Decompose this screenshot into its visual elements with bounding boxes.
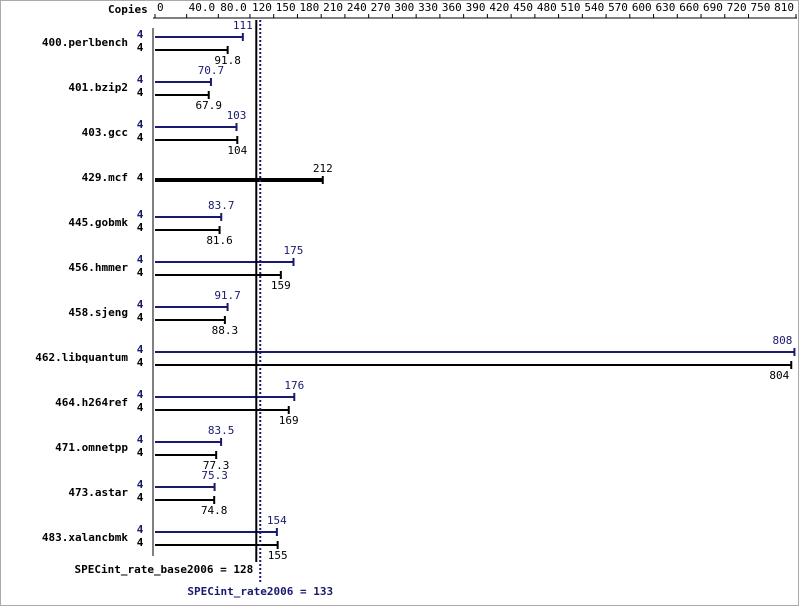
value-label: 81.6	[206, 234, 233, 247]
value-label: 91.8	[214, 54, 241, 67]
category-label: 400.perlbench	[42, 36, 128, 49]
copies-label: 4	[137, 433, 144, 446]
x-tick-label: 540	[584, 1, 604, 14]
copies-label: 4	[137, 298, 144, 311]
value-label: 212	[313, 162, 333, 175]
value-label: 77.3	[203, 459, 230, 472]
category-label: 401.bzip2	[68, 81, 128, 94]
value-label: 154	[267, 514, 287, 527]
copies-label: 4	[137, 491, 144, 504]
x-tick-label: 40.0	[189, 1, 216, 14]
copies-label: 4	[137, 266, 144, 279]
copies-label: 4	[137, 73, 144, 86]
value-label: 804	[769, 369, 789, 382]
value-label: 111	[233, 19, 253, 32]
copies-label: 4	[137, 343, 144, 356]
x-tick-label: 390	[466, 1, 486, 14]
value-label: 88.3	[212, 324, 239, 337]
x-tick-label: 660	[679, 1, 699, 14]
value-label: 70.7	[198, 64, 225, 77]
copies-label: 4	[137, 478, 144, 491]
value-label: 176	[284, 379, 304, 392]
x-tick-label: 480	[537, 1, 557, 14]
x-tick-label: 510	[561, 1, 581, 14]
copies-label: 4	[137, 536, 144, 549]
x-tick-label: 570	[608, 1, 628, 14]
value-label: 104	[227, 144, 247, 157]
copies-label: 4	[137, 86, 144, 99]
x-tick-label: 810	[774, 1, 794, 14]
category-label: 429.mcf	[82, 171, 128, 184]
copies-label: 4	[137, 253, 144, 266]
x-tick-label: 270	[371, 1, 391, 14]
value-label: 83.5	[208, 424, 235, 437]
copies-label: 4	[137, 401, 144, 414]
value-label: 155	[268, 549, 288, 562]
x-tick-label: 150	[276, 1, 296, 14]
x-tick-label: 720	[727, 1, 747, 14]
x-tick-label: 300	[394, 1, 414, 14]
copies-label: 4	[137, 311, 144, 324]
x-tick-label: 450	[513, 1, 533, 14]
value-label: 83.7	[208, 199, 235, 212]
x-tick-label: 420	[489, 1, 509, 14]
category-label: 471.omnetpp	[55, 441, 128, 454]
copies-label: 4	[137, 131, 144, 144]
category-label: 456.hmmer	[68, 261, 128, 274]
category-label: 483.xalancbmk	[42, 531, 128, 544]
reference-label: SPECint_rate_base2006 = 128	[74, 563, 253, 576]
copies-label: 4	[137, 28, 144, 41]
x-tick-label: 750	[751, 1, 771, 14]
copies-label: 4	[137, 356, 144, 369]
copies-label: 4	[137, 523, 144, 536]
x-tick-label: 80.0	[220, 1, 247, 14]
x-tick-label: 690	[703, 1, 723, 14]
x-tick-label: 0	[157, 1, 164, 14]
copies-label: 4	[137, 446, 144, 459]
x-tick-label: 180	[299, 1, 319, 14]
x-tick-label: 330	[418, 1, 438, 14]
copies-label: 4	[137, 208, 144, 221]
x-tick-label: 600	[632, 1, 652, 14]
category-label: 458.sjeng	[68, 306, 128, 319]
category-label: 464.h264ref	[55, 396, 128, 409]
x-tick-label: 240	[347, 1, 367, 14]
copies-label: 4	[137, 221, 144, 234]
value-label: 175	[284, 244, 304, 257]
value-label: 159	[271, 279, 291, 292]
copies-label: 4	[137, 118, 144, 131]
copies-header: Copies	[108, 3, 148, 16]
value-label: 74.8	[201, 504, 228, 517]
value-label: 808	[773, 334, 793, 347]
value-label: 103	[227, 109, 247, 122]
value-label: 75.3	[201, 469, 228, 482]
x-tick-label: 120	[252, 1, 272, 14]
category-label: 403.gcc	[82, 126, 128, 139]
reference-label: SPECint_rate2006 = 133	[187, 585, 333, 598]
x-tick-label: 630	[656, 1, 676, 14]
copies-label: 4	[137, 41, 144, 54]
value-label: 67.9	[195, 99, 222, 112]
category-label: 473.astar	[68, 486, 128, 499]
category-label: 462.libquantum	[35, 351, 128, 364]
category-label: 445.gobmk	[68, 216, 128, 229]
value-label: 91.7	[214, 289, 241, 302]
x-tick-label: 210	[323, 1, 343, 14]
copies-label: 4	[137, 388, 144, 401]
copies-label: 4	[137, 171, 144, 184]
value-label: 169	[279, 414, 299, 427]
x-tick-label: 360	[442, 1, 462, 14]
